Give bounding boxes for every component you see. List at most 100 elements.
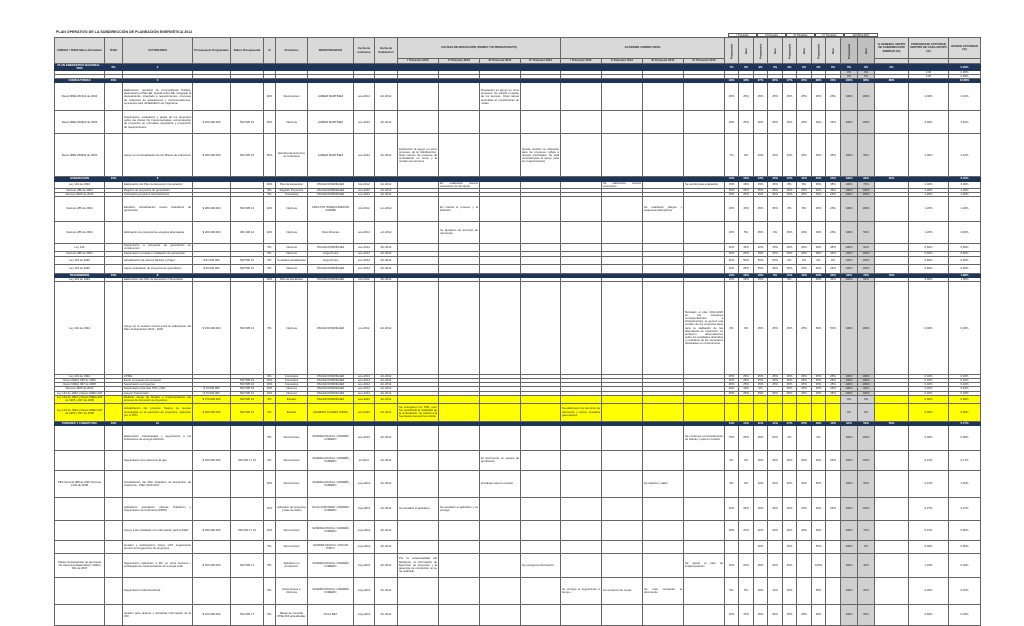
corrective-action — [601, 281, 643, 376]
legal-code: Ley 143 de 1994 — [54, 263, 105, 274]
end-date: dic-2012 — [374, 469, 398, 498]
percentage: 50% — [263, 133, 276, 178]
budget-line: 520 505 10 — [230, 133, 264, 178]
quarter-value — [724, 394, 740, 404]
header-porc: PORCENTAJE ACTIVIDAD DENTRO DE CADA GRUP… — [908, 37, 950, 59]
table-row: Apoyo a las entidades con información pa… — [54, 519, 982, 541]
responsible: SANDRA MOJICA / ANDRÉS FORERO — [307, 519, 354, 541]
header-activity: ACTIVIDADES — [122, 37, 193, 64]
quarter-value: 25% — [782, 281, 798, 376]
quarter-value — [825, 469, 842, 498]
quarter-value — [825, 394, 842, 404]
group-compliance — [874, 424, 910, 451]
quarter-value — [825, 519, 842, 541]
quarter-value: 0% — [840, 394, 859, 404]
quarter-value: 25% — [753, 281, 769, 376]
deviation-cause — [438, 394, 480, 404]
quarter-value — [796, 539, 813, 554]
quarter-value: 15% — [811, 220, 827, 244]
quarter-value: 25% — [753, 496, 769, 521]
activity-description: Seguimiento a proyectos de generación en… — [122, 242, 193, 252]
quarter-value: 25% — [825, 220, 842, 244]
quarter-value: 20% — [753, 519, 769, 541]
quarter-value: 100% — [840, 242, 859, 252]
quarter-value: 0% — [782, 255, 798, 265]
corrective-action — [682, 576, 726, 605]
group-compliance — [874, 552, 910, 578]
budget-programmed: $ 60.000.000 — [192, 263, 231, 274]
quarter-value: 40% — [857, 552, 876, 578]
corrective-action — [560, 195, 602, 222]
quarter-value: 25% — [811, 263, 827, 274]
deviation-cause — [479, 424, 521, 451]
legal-code — [54, 539, 105, 554]
quarter-value: 8% — [796, 195, 813, 222]
group-percentage: 0,00% — [908, 281, 950, 376]
quarter-value: 25% — [753, 539, 769, 554]
quarter-value — [738, 539, 755, 554]
legal-code — [54, 449, 105, 471]
end-date: dic-2012 — [374, 394, 398, 404]
corrective-action: Se está revisando el documento — [642, 576, 684, 605]
end-date: oct-2012 — [374, 220, 398, 244]
corrective-action — [560, 552, 602, 578]
deviation-cause: Queda revisión la ubicación para los pro… — [520, 133, 561, 178]
quarter-group-header: I Trimestre II Trimestre III Trimestre IV T… — [728, 33, 878, 37]
deviation-cause — [479, 242, 521, 252]
quarter-value: 25% — [811, 82, 827, 112]
empty-cell — [520, 62, 561, 72]
quarter-value: 100% — [840, 263, 859, 274]
corrective-action — [642, 242, 684, 252]
quarter-value: 0% — [811, 255, 827, 265]
responsible: SANDRA MOJICA / ANDRÉS FORERO — [307, 469, 354, 498]
corrective-action — [560, 220, 602, 244]
quarter-value: 25% — [753, 424, 769, 451]
table-row: Gestión y participación Grupo GAT, segui… — [54, 539, 982, 554]
group-compliance — [874, 496, 910, 521]
budget-programmed: $ 400.000.000 — [192, 552, 231, 578]
empty-cell — [353, 62, 375, 72]
product: Plan de Expansión — [275, 180, 308, 189]
start-date: jul-2012 — [353, 449, 375, 471]
item-number — [104, 469, 123, 498]
activity-progress: 1,20% — [948, 187, 982, 193]
corrective-action — [642, 82, 684, 112]
legal-code: Decreto 285 de 2004 — [54, 220, 105, 244]
header-end: Fecha de finalización — [374, 37, 398, 64]
deviation-cause — [520, 394, 561, 404]
corrective-action: Se solicitaron pliegos y esquemas altern… — [642, 195, 684, 222]
deviation-cause — [438, 242, 480, 252]
budget-line: 520 505 10 — [230, 195, 264, 222]
quarter-value: 25% — [738, 424, 755, 451]
legal-code: Resol MME 180934 de 2004 — [54, 133, 105, 178]
end-date: dic-2012 — [374, 255, 398, 265]
activity-description: Seguimiento a la cobertura de gas — [122, 449, 193, 471]
quarter-value — [796, 424, 813, 451]
group-compliance — [874, 180, 910, 189]
product: Documentos — [275, 449, 308, 471]
group-compliance — [874, 394, 910, 404]
table-row: Ley 143 de 1994 Apoyo evaluación de proye… — [54, 263, 982, 274]
page-title: PLAN OPERATIVO DE LA SUBDIRECCIÓN DE PLA… — [56, 30, 193, 34]
percentage: 10% — [263, 496, 276, 521]
deviation-cause: Dedicación al apoyo en otros procesos de… — [397, 133, 439, 178]
corrective-action — [642, 539, 684, 554]
quarter-value: 25% — [811, 133, 827, 178]
deviation-cause — [520, 255, 561, 265]
group-percentage: 1,20% — [908, 195, 950, 222]
header-code: CÓDIGO / TEMA Marco Normativo — [54, 37, 105, 64]
budget-line — [230, 469, 264, 498]
quarter-group-label: II Trimestre — [757, 33, 786, 37]
quarter-value: 25% — [767, 82, 784, 112]
activity-progress: 0,32% — [948, 382, 982, 388]
quarter-value: 20% — [738, 519, 755, 541]
activity-description: Elaboración del Plan de Expansión Transm… — [122, 277, 193, 283]
deviation-cause — [397, 519, 439, 541]
budget-line: 520 505 10 — [230, 402, 264, 422]
product: Informes — [275, 220, 308, 244]
corrective-action — [560, 449, 602, 471]
product: Estudio — [275, 394, 308, 404]
budget-line: 520 505 17 — [230, 603, 264, 626]
quarter-value — [811, 394, 827, 404]
quarter-value: 15% — [724, 180, 740, 189]
